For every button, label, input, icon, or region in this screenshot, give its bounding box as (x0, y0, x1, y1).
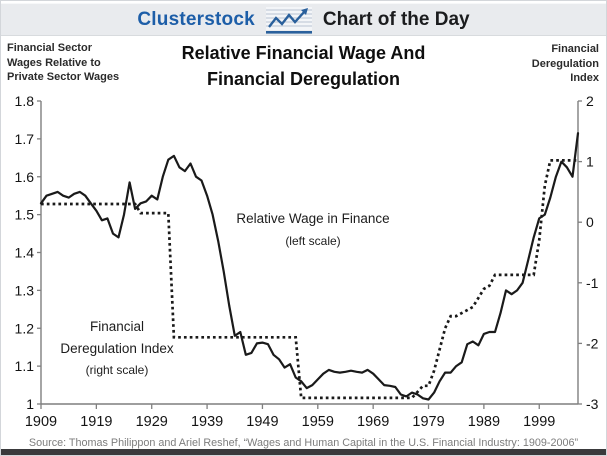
right-axis-tick-label: 2 (586, 93, 594, 109)
x-axis-tick-label: 1999 (523, 414, 555, 430)
header-bar: Clusterstock Chart of the Day (1, 3, 606, 36)
x-axis-tick-label: 1919 (80, 414, 112, 430)
chart-title: Relative Financial Wage And Financial De… (1, 40, 606, 92)
right-axis-title-line3: Index (570, 72, 599, 84)
left-axis-title-line2: Wages Relative to (7, 56, 101, 69)
left-axis-tick-label: 1.5 (15, 207, 35, 223)
x-axis-tick-label: 1909 (25, 414, 57, 430)
right-axis-tick-label: -3 (586, 396, 599, 412)
dereg-series-line (41, 159, 578, 400)
left-axis-tick-label: 1.6 (15, 169, 35, 185)
bottom-accent-bar (1, 449, 606, 455)
line-chart-arrow-icon (265, 6, 313, 34)
x-axis-tick-label: 1959 (302, 414, 334, 430)
wage-series-label: Relative Wage in Finance (236, 211, 390, 226)
wage-series-scale-note: (left scale) (285, 234, 341, 248)
left-axis-tick-label: 1.2 (15, 320, 35, 336)
right-axis-tick-label: -2 (586, 335, 599, 351)
left-axis-tick-label: 1.4 (15, 245, 35, 261)
x-axis-tick-label: 1979 (412, 414, 444, 430)
x-axis-tick-label: 1989 (468, 414, 500, 430)
left-axis-title-line1: Financial Sector (7, 42, 92, 54)
dereg-series-scale-note: (right scale) (85, 363, 149, 377)
right-axis-tick-label: 0 (586, 214, 594, 230)
right-axis-title-line2: Deregulation (531, 57, 599, 70)
x-axis-tick-label: 1929 (136, 414, 168, 430)
right-axis-tick-label: 1 (586, 154, 594, 170)
left-axis-tick-label: 1.1 (15, 358, 35, 374)
x-axis-tick-label: 1939 (191, 414, 223, 430)
right-axis-title-line1: Financial (551, 43, 599, 55)
left-axis-tick-label: 1.3 (15, 282, 35, 298)
left-axis-title: Financial Sector Wages Relative to Priva… (7, 41, 119, 85)
dereg-series-label-line2: Deregulation Index (60, 341, 174, 356)
x-axis-tick-label: 1949 (246, 414, 278, 430)
wage-series-line (39, 132, 580, 401)
left-axis-tick-label: 1 (26, 396, 34, 412)
x-axis-tick-label: 1969 (357, 414, 389, 430)
dereg-series-label-line1: Financial (89, 319, 145, 334)
header-title: Chart of the Day (322, 8, 470, 30)
right-axis-tick-label: -1 (586, 275, 599, 291)
dereg-series-annotation: Financial Deregulation Index (right scal… (41, 316, 193, 377)
source-citation: Source: Thomas Philippon and Ariel Reshe… (28, 437, 579, 449)
clusterstock-logo[interactable]: Clusterstock (137, 8, 255, 30)
chart-title-line2: Financial Deregulation (206, 69, 401, 89)
left-axis-title-line3: Private Sector Wages (7, 71, 120, 83)
right-axis-title: Financial Deregulation Index (532, 42, 599, 86)
chart-title-line1: Relative Financial Wage And (181, 43, 426, 63)
left-axis-tick-label: 1.8 (15, 93, 35, 109)
left-axis-tick-label: 1.7 (15, 131, 35, 147)
wage-series-annotation: Relative Wage in Finance (left scale) (223, 210, 403, 250)
